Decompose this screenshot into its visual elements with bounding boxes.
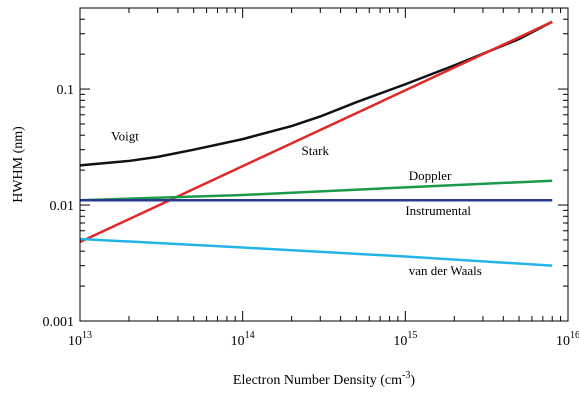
- series-line-doppler: [80, 181, 552, 201]
- x-tick-label-exp: 14: [245, 330, 255, 341]
- series-label-instrumental: Instrumental: [405, 203, 471, 218]
- y-tick-label: 0.1: [57, 83, 75, 98]
- series-labels: Voigt Stark Doppler Instrumental van der Waa…: [111, 129, 482, 278]
- x-tick-label-base: 10: [231, 334, 245, 349]
- x-axis-label-end: ): [410, 373, 415, 388]
- x-tick-label-exp: 16: [570, 330, 579, 341]
- series-label-stark: Stark: [302, 143, 330, 158]
- y-axis-label: HWHM (nm): [11, 126, 26, 203]
- x-tick-label-exp: 13: [82, 330, 92, 341]
- series-line-stark: [80, 22, 552, 242]
- x-tick-label-base: 10: [556, 334, 570, 349]
- x-tick-label: 1016: [556, 330, 579, 349]
- x-tick-label: 1014: [231, 330, 255, 349]
- x-tick-label-base: 10: [393, 334, 407, 349]
- series-line-van-der-waals: [80, 239, 552, 266]
- x-axis-label: Electron Number Density (cm-3): [233, 370, 415, 388]
- y-tick-label: 0.01: [50, 199, 75, 214]
- series-label-van-der-waals: van der Waals: [409, 263, 482, 278]
- x-tick-label-base: 10: [68, 334, 82, 349]
- y-tick-label: 0.001: [43, 315, 75, 330]
- series-label-voigt: Voigt: [111, 129, 139, 144]
- x-axis-label-text: Electron Number Density (cm: [233, 373, 402, 388]
- series-label-doppler: Doppler: [409, 168, 452, 183]
- x-tick-label-exp: 15: [407, 330, 417, 341]
- axis-ticks: [80, 8, 568, 321]
- x-axis-label-sup: -3: [402, 370, 410, 381]
- plot-frame: [80, 8, 568, 321]
- x-tick-label: 1013: [68, 330, 92, 349]
- x-tick-label: 1015: [393, 330, 417, 349]
